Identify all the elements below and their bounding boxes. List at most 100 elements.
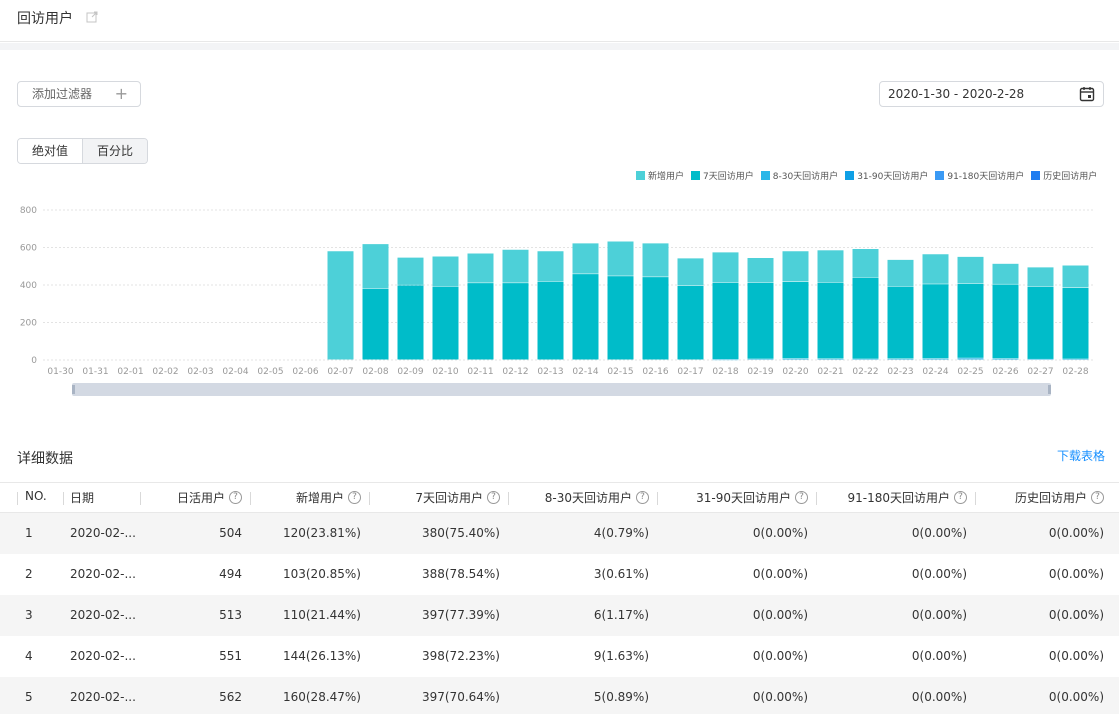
add-filter-button[interactable]: 添加过滤器 +: [17, 81, 141, 107]
column-header[interactable]: NO.: [25, 489, 47, 503]
bar-segment[interactable]: [327, 251, 354, 360]
bar-segment[interactable]: [852, 359, 879, 360]
toggle-percent[interactable]: 百分比: [82, 139, 148, 163]
column-header[interactable]: 日活用户?: [177, 489, 242, 506]
bar-segment[interactable]: [677, 285, 704, 360]
bar-segment[interactable]: [677, 258, 704, 286]
table-row[interactable]: 3 2020-02-... 513 110(21.44%) 397(77.39%) 6(1…: [0, 595, 1119, 636]
help-icon[interactable]: ?: [954, 491, 967, 504]
bar-segment[interactable]: [1027, 267, 1054, 287]
bar-segment[interactable]: [957, 256, 984, 284]
help-icon[interactable]: ?: [229, 491, 242, 504]
column-header[interactable]: 7天回访用户?: [415, 489, 500, 506]
table-row[interactable]: 1 2020-02-... 504 120(23.81%) 380(75.40%) 4(0…: [0, 513, 1119, 554]
column-header[interactable]: 8-30天回访用户?: [545, 489, 649, 506]
legend-item[interactable]: 历史回访用户: [1031, 169, 1097, 182]
column-separator: [816, 492, 817, 505]
bar-segment[interactable]: [712, 359, 739, 361]
bar-segment[interactable]: [362, 244, 389, 289]
legend-item[interactable]: 91-180天回访用户: [935, 169, 1024, 182]
bar-segment[interactable]: [922, 254, 949, 284]
bar-segment[interactable]: [992, 284, 1019, 359]
bar-segment[interactable]: [992, 263, 1019, 284]
bar-segment[interactable]: [537, 281, 564, 360]
legend-item[interactable]: 新增用户: [636, 169, 684, 182]
table-cell: 0(0.00%): [911, 608, 967, 622]
bar-segment[interactable]: [502, 283, 529, 360]
bar-segment[interactable]: [502, 249, 529, 283]
bar-segment[interactable]: [747, 282, 774, 359]
column-header[interactable]: 历史回访用户?: [1015, 489, 1104, 506]
table-cell: 103(20.85%): [282, 567, 361, 581]
legend-item[interactable]: 8-30天回访用户: [760, 169, 838, 182]
column-header[interactable]: 91-180天回访用户?: [847, 489, 967, 506]
bar-segment[interactable]: [922, 358, 949, 360]
column-header[interactable]: 日期: [70, 489, 94, 506]
help-icon[interactable]: ?: [348, 491, 361, 504]
column-header[interactable]: 新增用户?: [296, 489, 361, 506]
bar-segment[interactable]: [432, 286, 459, 360]
bar-segment[interactable]: [572, 274, 599, 360]
bar-segment[interactable]: [992, 358, 1019, 360]
external-link-icon[interactable]: [86, 11, 98, 23]
bar-segment[interactable]: [852, 249, 879, 277]
bar-segment[interactable]: [922, 284, 949, 359]
bar-segment[interactable]: [782, 358, 809, 360]
bar-segment[interactable]: [712, 282, 739, 360]
table-cell: 0(0.00%): [911, 567, 967, 581]
bar-segment[interactable]: [467, 283, 494, 360]
legend-item[interactable]: 31-90天回访用户: [845, 169, 928, 182]
table-row[interactable]: 2 2020-02-... 494 103(20.85%) 388(78.54%) 3(0…: [0, 554, 1119, 595]
bar-segment[interactable]: [607, 241, 634, 276]
bar-segment[interactable]: [747, 258, 774, 283]
x-tick-label: 02-03: [187, 367, 213, 377]
table-row[interactable]: 4 2020-02-... 551 144(26.13%) 398(72.23%) 9(1…: [0, 636, 1119, 677]
bar-segment[interactable]: [817, 282, 844, 359]
bar-segment[interactable]: [1027, 359, 1054, 360]
bar-segment[interactable]: [1062, 265, 1089, 288]
bar-segment[interactable]: [887, 359, 914, 360]
bar-segment[interactable]: [537, 251, 564, 282]
bar-segment[interactable]: [782, 251, 809, 282]
bar-segment[interactable]: [957, 283, 984, 358]
chart-zoom-slider[interactable]: [72, 383, 1051, 396]
bar-segment[interactable]: [817, 250, 844, 283]
bar-segment[interactable]: [817, 359, 844, 360]
page-title: 回访用户: [17, 11, 73, 27]
download-table-link[interactable]: 下载表格: [1056, 449, 1105, 463]
calendar-icon[interactable]: [1079, 86, 1095, 102]
slider-right-handle[interactable]: [1048, 385, 1051, 394]
column-separator: [63, 492, 64, 505]
bar-segment[interactable]: [642, 277, 669, 360]
bar-segment[interactable]: [1062, 288, 1089, 359]
help-icon[interactable]: ?: [487, 491, 500, 504]
bar-segment[interactable]: [642, 243, 669, 277]
bar-segment[interactable]: [782, 282, 809, 359]
bar-segment[interactable]: [397, 257, 424, 285]
bar-segment[interactable]: [467, 253, 494, 283]
bar-segment[interactable]: [712, 252, 739, 283]
bar-segment[interactable]: [397, 285, 424, 360]
bar-segment[interactable]: [432, 256, 459, 287]
help-icon[interactable]: ?: [636, 491, 649, 504]
bar-segment[interactable]: [362, 288, 389, 360]
x-tick-label: 02-11: [467, 367, 493, 377]
slider-left-handle[interactable]: [72, 385, 75, 394]
section-divider: [0, 43, 1119, 50]
bar-segment[interactable]: [957, 358, 984, 360]
bar-segment[interactable]: [747, 359, 774, 360]
bar-segment[interactable]: [572, 243, 599, 274]
bar-segment[interactable]: [607, 276, 634, 360]
bar-segment[interactable]: [1062, 359, 1089, 360]
legend-item[interactable]: 7天回访用户: [691, 169, 754, 182]
column-header[interactable]: 31-90天回访用户?: [696, 489, 808, 506]
bar-segment[interactable]: [1027, 286, 1054, 359]
toggle-absolute[interactable]: 绝对值: [18, 139, 83, 163]
bar-segment[interactable]: [887, 259, 914, 286]
table-row[interactable]: 5 2020-02-... 562 160(28.47%) 397(70.64%) 5(0…: [0, 677, 1119, 714]
help-icon[interactable]: ?: [795, 491, 808, 504]
help-icon[interactable]: ?: [1091, 491, 1104, 504]
date-range-picker[interactable]: 2020-1-30 - 2020-2-28: [879, 81, 1104, 107]
bar-segment[interactable]: [852, 277, 879, 359]
bar-segment[interactable]: [887, 286, 914, 359]
